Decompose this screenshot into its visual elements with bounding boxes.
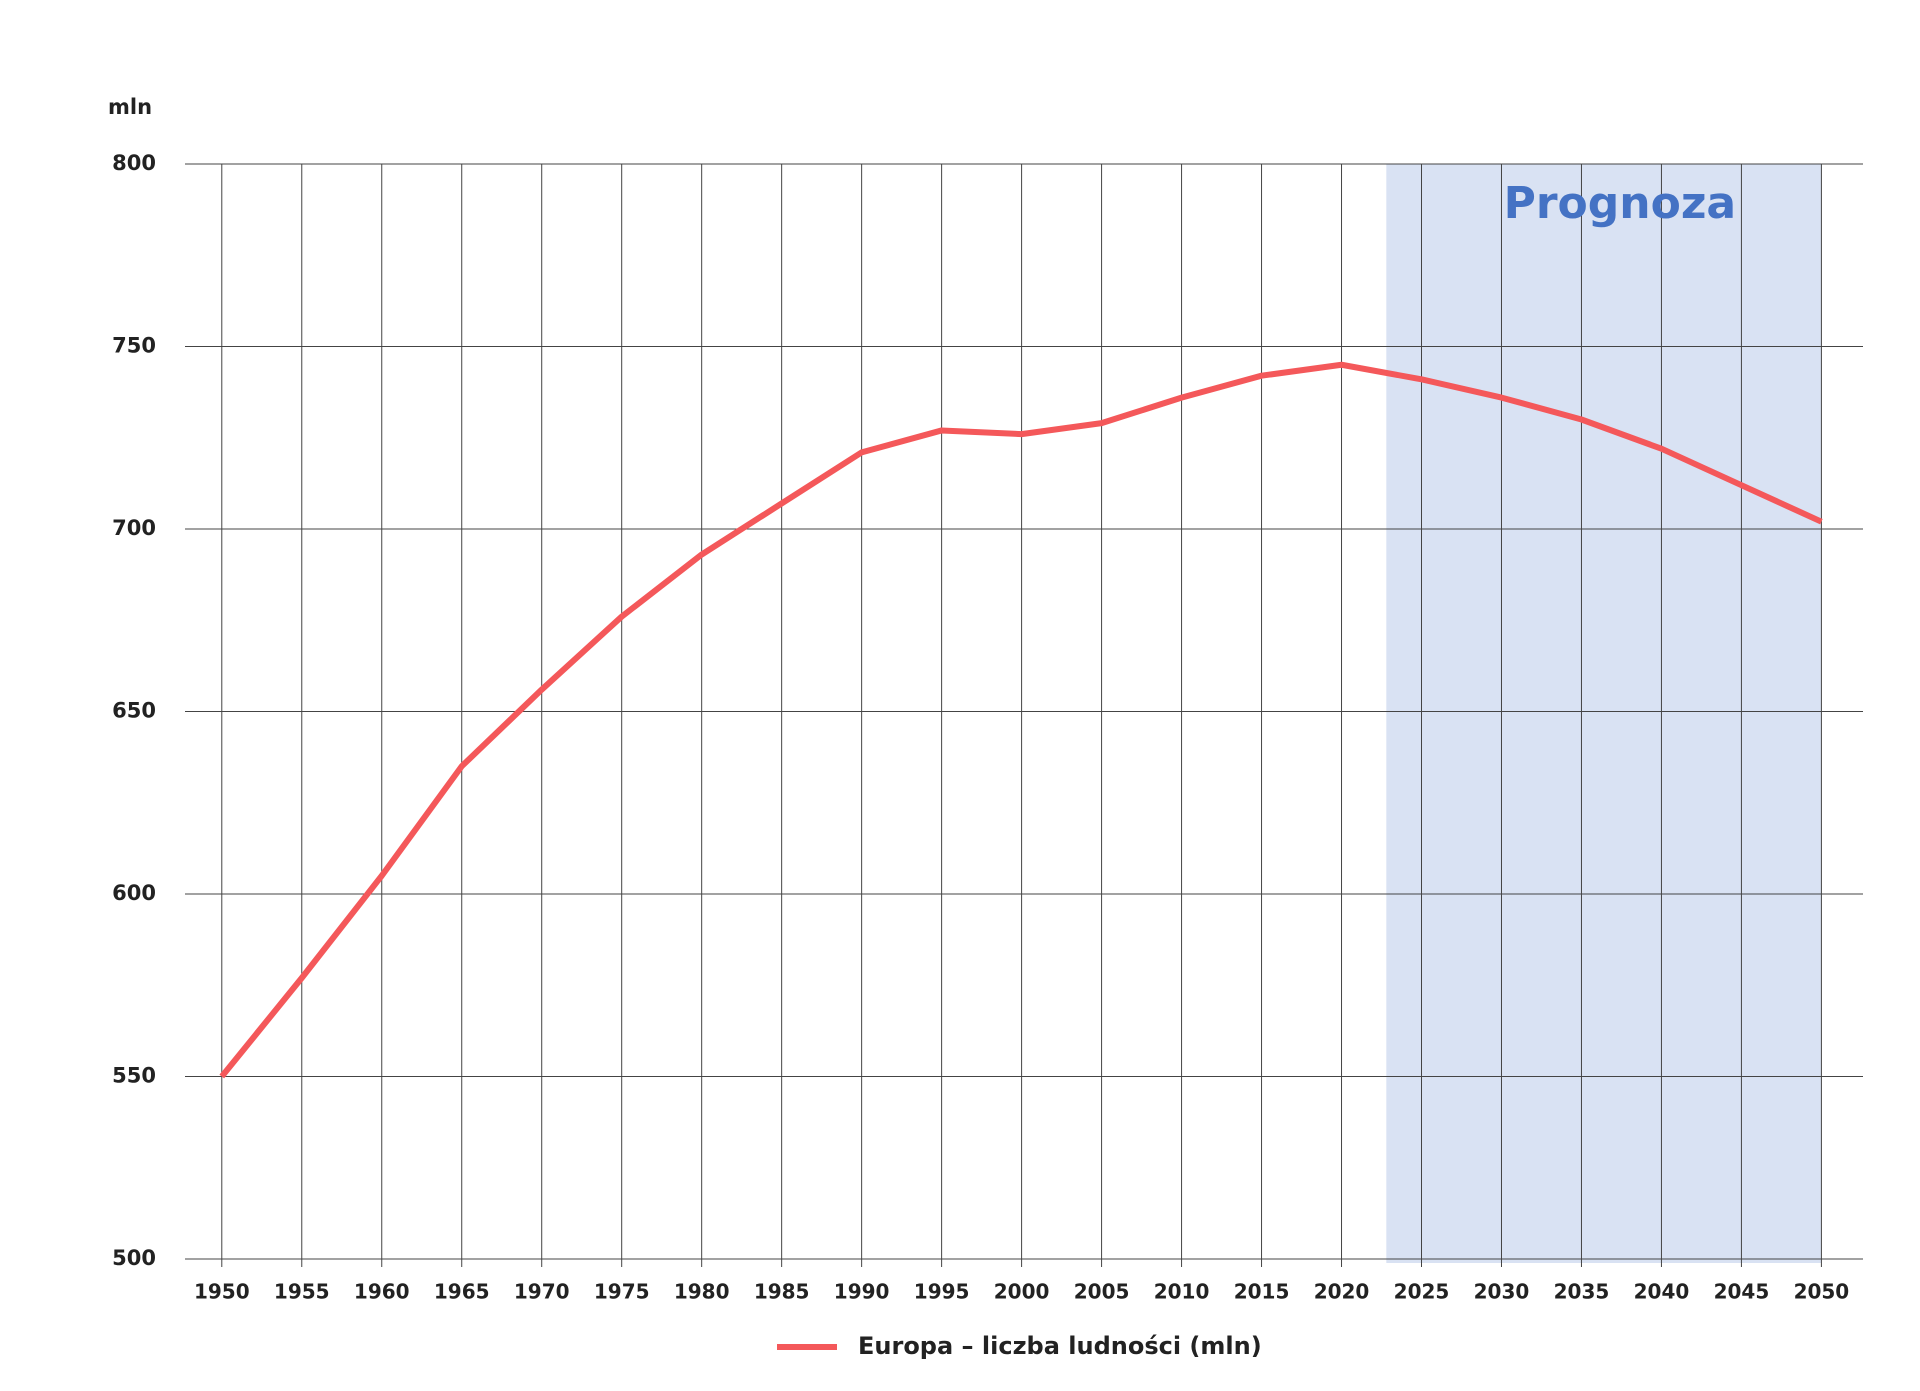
x-tick-label: 2050 bbox=[1794, 1280, 1850, 1304]
y-tick-label: 650 bbox=[112, 699, 156, 723]
x-tick-label: 1975 bbox=[594, 1280, 650, 1304]
x-tick-label: 1965 bbox=[434, 1280, 490, 1304]
x-tick-label: 2025 bbox=[1394, 1280, 1450, 1304]
forecast-region bbox=[1386, 164, 1822, 1263]
x-tick-label: 1980 bbox=[674, 1280, 730, 1304]
x-tick-label: 1950 bbox=[194, 1280, 250, 1304]
y-tick-label: 500 bbox=[112, 1246, 156, 1270]
data-line bbox=[219, 361, 1823, 1079]
x-tick-label: 2040 bbox=[1634, 1280, 1690, 1304]
x-tick-label: 2015 bbox=[1234, 1280, 1290, 1304]
x-tick-label: 1990 bbox=[834, 1280, 890, 1304]
x-tick-label: 2045 bbox=[1714, 1280, 1770, 1304]
x-tick-label: 1995 bbox=[914, 1280, 970, 1304]
x-tick-label: 2005 bbox=[1074, 1280, 1130, 1304]
legend-label: Europa – liczba ludności (mln) bbox=[858, 1332, 1262, 1360]
x-tick-label: 2010 bbox=[1154, 1280, 1210, 1304]
y-tick-label: 800 bbox=[112, 151, 156, 175]
y-tick-label: 700 bbox=[112, 516, 156, 540]
x-tick-label: 2020 bbox=[1314, 1280, 1370, 1304]
y-tick-label: 750 bbox=[112, 334, 156, 358]
x-tick-label: 2030 bbox=[1474, 1280, 1530, 1304]
y-tick-label: 600 bbox=[112, 881, 156, 905]
x-tick-label: 1985 bbox=[754, 1280, 810, 1304]
x-tick-label: 1955 bbox=[274, 1280, 330, 1304]
x-tick-label: 2035 bbox=[1554, 1280, 1610, 1304]
x-tick-label: 1960 bbox=[354, 1280, 410, 1304]
x-tick-label: 2000 bbox=[994, 1280, 1050, 1304]
y-unit-label: mln bbox=[108, 95, 152, 119]
annotation: Prognoza bbox=[1504, 178, 1737, 229]
x-tick-label: 1970 bbox=[514, 1280, 570, 1304]
y-tick-label: 550 bbox=[112, 1064, 156, 1088]
